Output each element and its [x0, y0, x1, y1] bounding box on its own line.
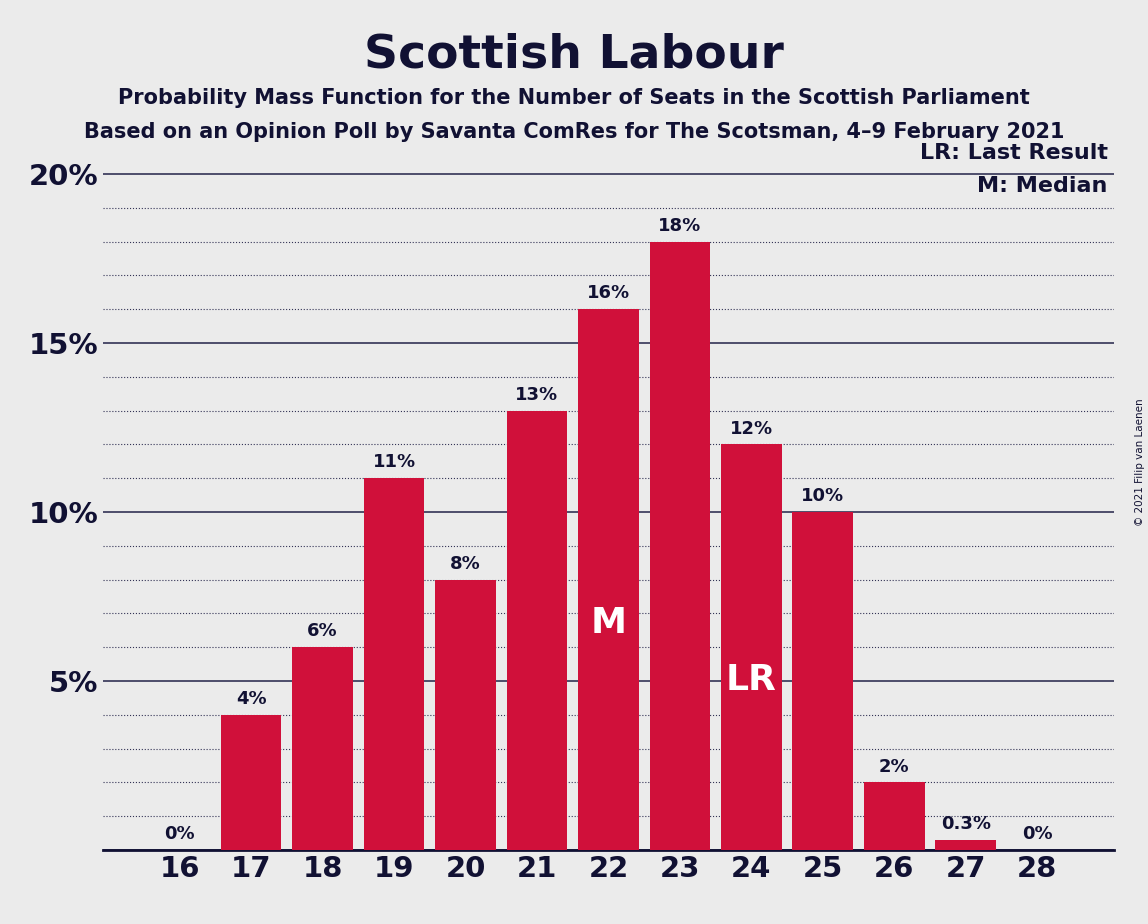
Text: 12%: 12% [730, 419, 773, 438]
Text: Based on an Opinion Poll by Savanta ComRes for The Scotsman, 4–9 February 2021: Based on an Opinion Poll by Savanta ComR… [84, 122, 1064, 142]
Bar [579, 310, 638, 850]
Text: Scottish Labour: Scottish Labour [364, 32, 784, 78]
Text: 4%: 4% [235, 690, 266, 708]
Bar [220, 715, 281, 850]
Bar [506, 410, 567, 850]
Bar [435, 579, 496, 850]
Text: Probability Mass Function for the Number of Seats in the Scottish Parliament: Probability Mass Function for the Number… [118, 88, 1030, 108]
Text: M: Median: M: Median [977, 176, 1108, 196]
Bar [364, 479, 425, 850]
Text: M: M [590, 606, 627, 640]
Bar [721, 444, 782, 850]
Bar [293, 647, 352, 850]
Text: 13%: 13% [515, 386, 559, 404]
Bar [792, 512, 853, 850]
Text: 0.3%: 0.3% [941, 815, 991, 833]
Text: 0%: 0% [164, 825, 195, 844]
Bar [936, 840, 996, 850]
Bar [864, 783, 924, 850]
Bar [650, 241, 711, 850]
Text: 6%: 6% [308, 623, 338, 640]
Text: 10%: 10% [801, 487, 845, 505]
Text: 18%: 18% [658, 217, 701, 235]
Text: LR: Last Result: LR: Last Result [920, 143, 1108, 164]
Text: 11%: 11% [372, 454, 416, 471]
Text: 8%: 8% [450, 555, 481, 573]
Text: 2%: 2% [879, 758, 909, 776]
Text: © 2021 Filip van Laenen: © 2021 Filip van Laenen [1135, 398, 1145, 526]
Text: 0%: 0% [1022, 825, 1053, 844]
Text: LR: LR [726, 663, 777, 697]
Text: 16%: 16% [587, 285, 630, 302]
